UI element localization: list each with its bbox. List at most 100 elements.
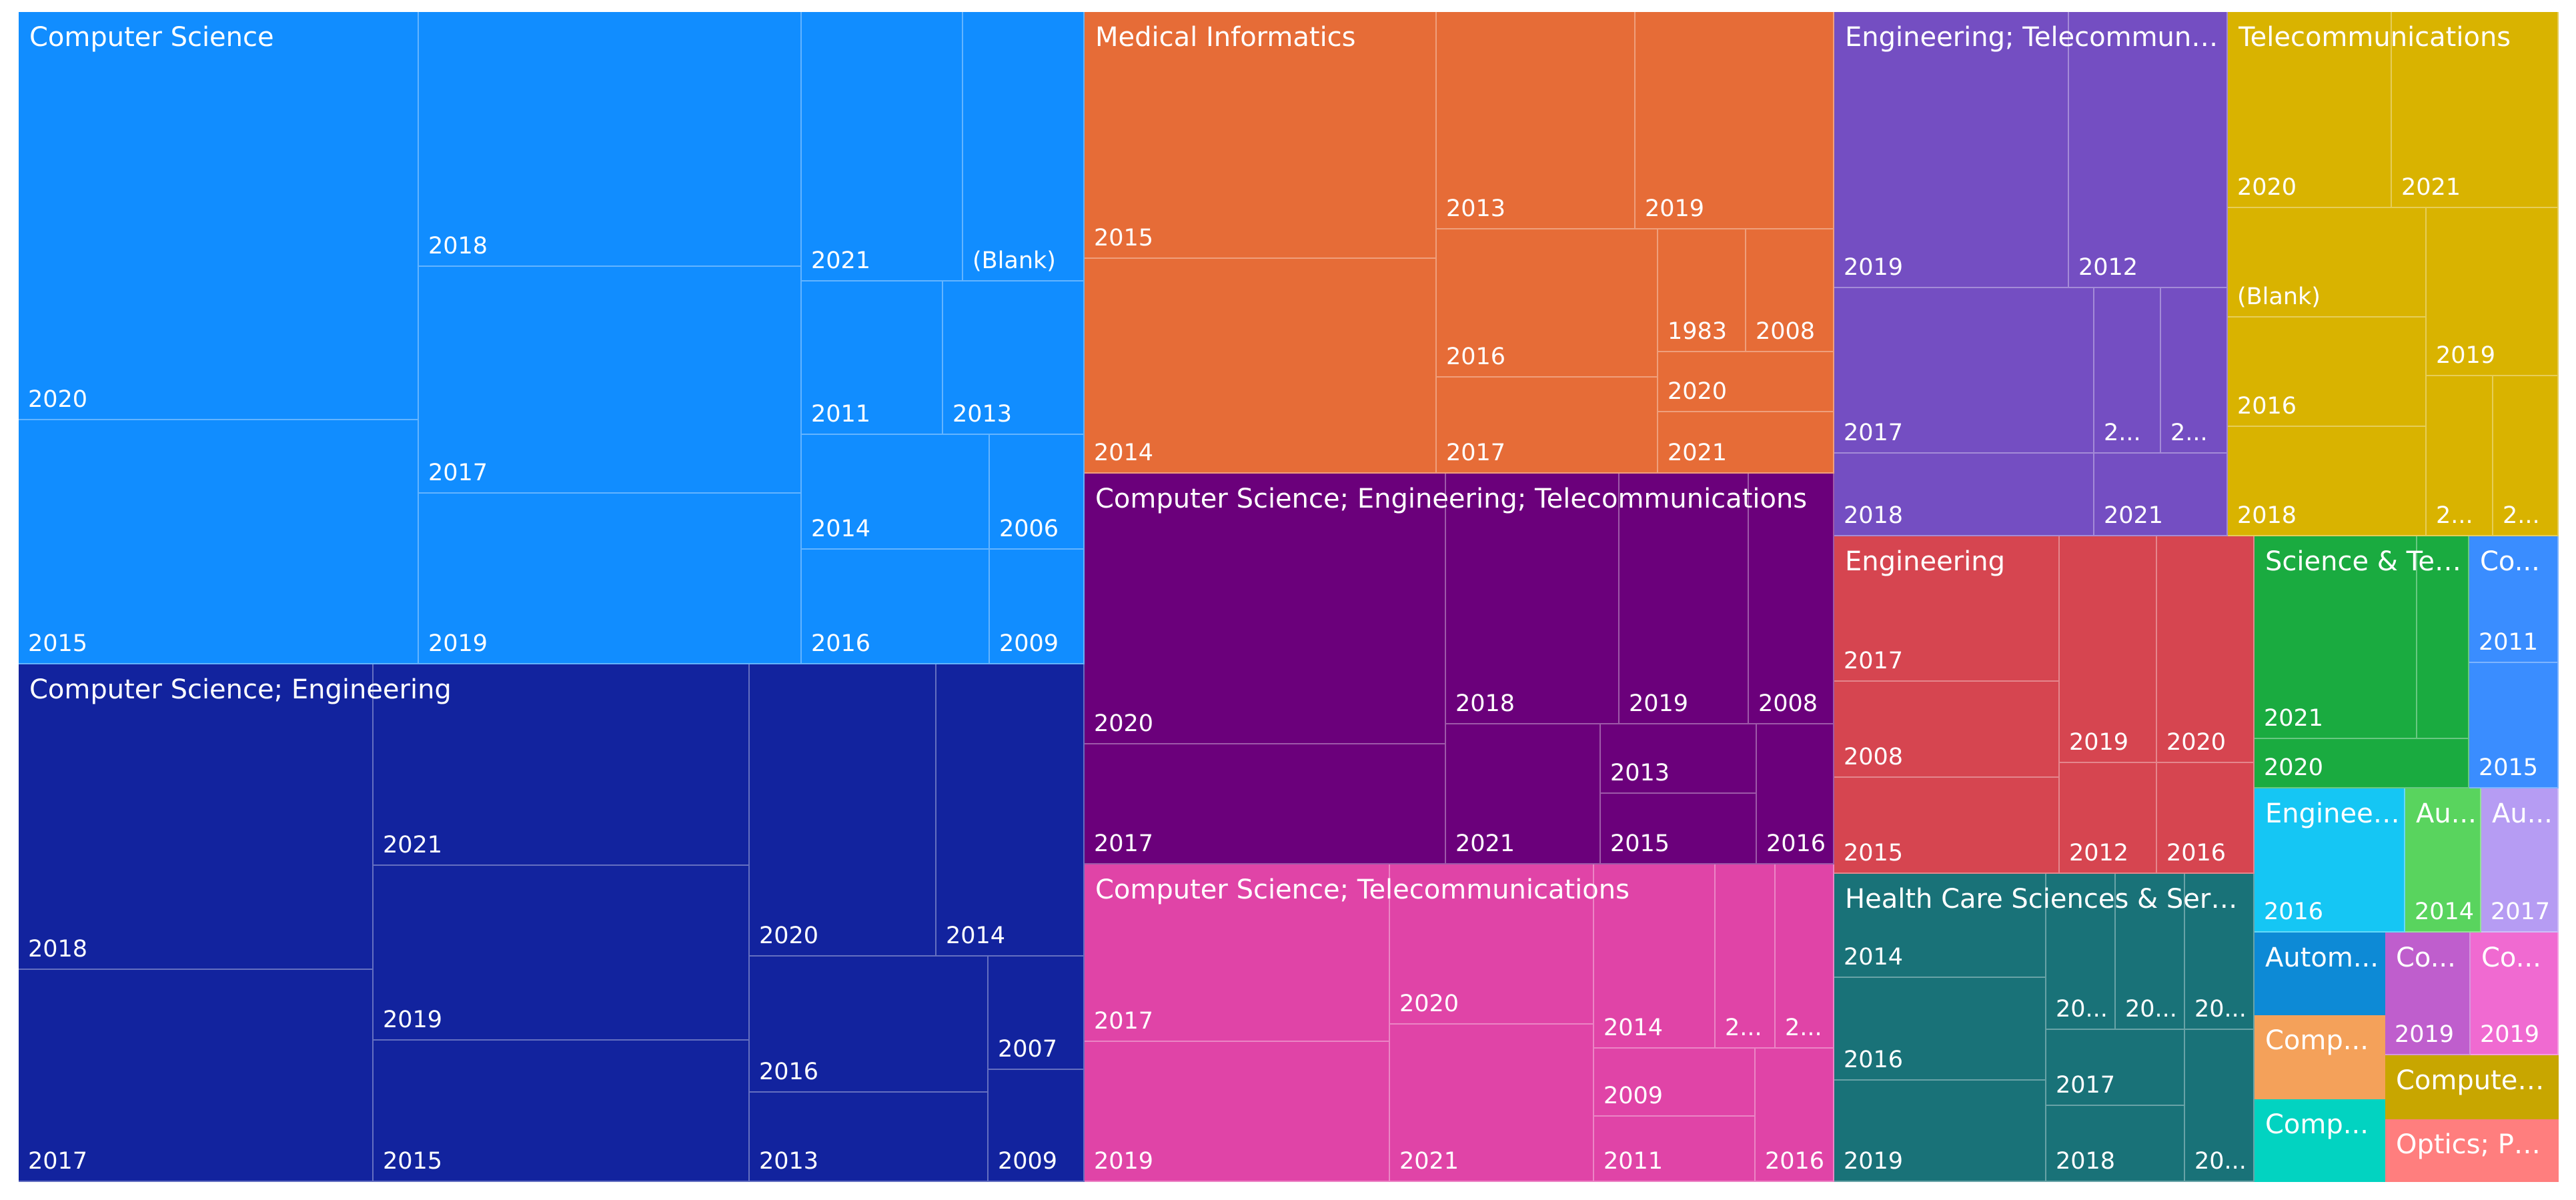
treemap-cell[interactable]: 2018 <box>1834 454 2094 536</box>
treemap-cell[interactable]: 2020 <box>750 664 936 957</box>
treemap-cell[interactable]: 2014 <box>802 435 990 550</box>
treemap-cell[interactable]: 2013 <box>750 1093 989 1182</box>
treemap-cell[interactable]: 2016 <box>1437 229 1658 378</box>
treemap-cell[interactable]: 2015 <box>374 1041 750 1182</box>
treemap-group[interactable]: 2014 2016 2019 20... 20... 20... 2017 2018 20...… <box>1834 874 2255 1182</box>
treemap-cell[interactable]: 2... <box>2094 288 2161 454</box>
treemap-cell[interactable]: 2... <box>1776 864 1834 1049</box>
treemap-group[interactable]: 2017 Au... <box>2481 788 2559 933</box>
treemap-cell[interactable]: 2011 <box>2469 536 2559 663</box>
treemap-cell[interactable]: 2020 <box>1658 352 1834 412</box>
treemap-cell[interactable]: 2021 <box>374 664 750 866</box>
treemap-cell[interactable]: (Blank) <box>2228 208 2427 318</box>
treemap-cell[interactable]: 2020 <box>2255 739 2469 788</box>
treemap-cell[interactable]: 2017 <box>2046 1030 2185 1106</box>
treemap-cell[interactable]: (Blank) <box>963 12 1085 281</box>
treemap-cell[interactable]: 2014 <box>1594 864 1716 1049</box>
treemap-group[interactable]: 2020 2021 (Blank) 2016 2018 2019 2... 2... Telec… <box>2228 12 2559 536</box>
treemap-cell[interactable]: 2019 <box>2427 208 2559 376</box>
treemap-cell[interactable]: 2013 <box>943 281 1085 435</box>
treemap-cell[interactable]: 2014 <box>1085 259 1437 474</box>
treemap-cell[interactable]: 2021 <box>2392 12 2559 208</box>
treemap-cell[interactable]: 20... <box>2116 874 2185 1030</box>
treemap-cell[interactable]: 1983 <box>1658 229 1746 352</box>
treemap-cell[interactable]: 2... <box>2161 288 2228 454</box>
treemap-cell[interactable]: 2019 <box>1834 12 2069 288</box>
treemap-cell[interactable]: 2015 <box>1601 794 1757 864</box>
treemap-cell[interactable]: 2014 <box>936 664 1085 957</box>
treemap-cell[interactable]: 2011 <box>1594 1117 1756 1182</box>
treemap-cell[interactable]: 2016 <box>1756 1049 1834 1182</box>
treemap-group[interactable]: Computer ... <box>2385 1055 2559 1119</box>
treemap-group[interactable]: 2020 2017 2018 2019 2008 2021 2013 2015 2016 Comp… <box>1085 474 1834 864</box>
treemap-cell[interactable]: 2017 <box>1085 744 1446 864</box>
treemap-cell[interactable]: 2020 <box>1085 474 1446 744</box>
treemap-cell[interactable]: 2015 <box>1085 12 1437 259</box>
treemap-group[interactable]: 2018 2017 2021 2019 2015 2020 2014 2016 2013 2007… <box>19 664 1085 1182</box>
treemap-cell[interactable]: 2019 <box>1085 1042 1390 1182</box>
treemap-cell[interactable]: 20... <box>2185 1030 2255 1182</box>
treemap-cell[interactable]: 2020 <box>2228 12 2392 208</box>
treemap-cell[interactable]: 2020 <box>1390 864 1594 1025</box>
treemap-cell[interactable]: 2017 <box>1437 378 1658 474</box>
treemap-cell[interactable]: 2019 <box>1636 12 1834 229</box>
treemap-cell[interactable]: 2019 <box>419 494 802 664</box>
treemap-cell[interactable]: 2007 <box>989 957 1085 1070</box>
treemap-cell[interactable]: 2020 <box>19 12 419 420</box>
treemap-cell[interactable]: 2019 <box>2060 536 2157 763</box>
treemap-cell[interactable]: 2016 <box>2157 763 2255 874</box>
treemap-cell[interactable]: 2019 <box>374 866 750 1041</box>
treemap-cell[interactable]: 2021 <box>802 12 963 281</box>
treemap-cell[interactable]: 2018 <box>1446 474 1620 724</box>
treemap-cell[interactable]: 2017 <box>19 970 374 1182</box>
treemap-group[interactable]: 2015 2014 2013 2019 2016 2017 1983 2008 2020 2021… <box>1085 12 1834 474</box>
treemap-cell[interactable]: 2006 <box>990 435 1085 550</box>
treemap-group[interactable]: 2021 2020 Science & Tec... <box>2255 536 2469 788</box>
treemap-cell[interactable]: 2017 <box>419 267 802 494</box>
treemap-group[interactable]: 2011 2015 Co... <box>2469 536 2559 788</box>
treemap-group[interactable]: 2019 Co... <box>2471 933 2559 1055</box>
treemap-group[interactable]: 2017 2019 2020 2021 2014 2... 2... 2009 2011 2016… <box>1085 864 1834 1182</box>
treemap-cell[interactable]: 2019 <box>2385 933 2471 1055</box>
treemap-cell[interactable]: 2009 <box>989 1070 1085 1182</box>
treemap-cell[interactable]: 2013 <box>1437 12 1636 229</box>
treemap-group[interactable]: Comp... <box>2255 1015 2385 1099</box>
treemap-cell[interactable]: 2021 <box>1390 1025 1594 1182</box>
treemap-cell[interactable]: 2016 <box>2228 318 2427 427</box>
treemap-cell[interactable]: 2015 <box>19 420 419 664</box>
treemap-cell[interactable]: 2... <box>2427 376 2493 536</box>
treemap-cell[interactable]: 2021 <box>2094 454 2228 536</box>
treemap-cell[interactable]: 2019 <box>2471 933 2559 1055</box>
treemap-cell[interactable]: 2008 <box>1834 682 2060 778</box>
treemap-cell[interactable]: 2014 <box>1834 874 2046 978</box>
treemap-cell[interactable]: 2... <box>1716 864 1776 1049</box>
treemap-cell[interactable]: 2019 <box>1620 474 1749 724</box>
treemap-cell[interactable]: 2008 <box>1749 474 1834 724</box>
treemap-cell[interactable]: 2021 <box>1446 724 1601 864</box>
treemap-cell[interactable]: 2020 <box>2157 536 2255 763</box>
treemap-cell[interactable]: 2012 <box>2060 763 2157 874</box>
treemap-cell[interactable]: 2017 <box>1834 288 2094 454</box>
treemap-cell[interactable]: 2019 <box>1834 1081 2046 1182</box>
treemap-cell[interactable]: 20... <box>2185 874 2255 1030</box>
treemap-cell[interactable]: 2018 <box>19 664 374 970</box>
treemap-cell[interactable]: 2011 <box>802 281 943 435</box>
treemap-cell[interactable]: 2017 <box>1085 864 1390 1042</box>
treemap-cell[interactable]: 2016 <box>1757 724 1834 864</box>
treemap-group[interactable]: Comp... <box>2255 1099 2385 1182</box>
treemap-group[interactable]: 2016 Engineer... <box>2255 788 2405 933</box>
treemap-cell[interactable]: 2016 <box>1834 978 2046 1081</box>
treemap-group[interactable]: 2020 2015 2018 2017 2019 2021 (Blank) 2011 2013 2… <box>19 12 1085 664</box>
treemap-cell[interactable]: 2016 <box>2255 788 2405 933</box>
treemap-cell[interactable]: 2015 <box>2469 663 2559 788</box>
treemap-cell[interactable]: 2008 <box>1746 229 1834 352</box>
treemap-cell[interactable]: 2016 <box>750 957 989 1093</box>
treemap-cell[interactable]: 2... <box>2493 376 2559 536</box>
treemap-cell[interactable]: 2016 <box>802 550 990 664</box>
treemap-cell[interactable]: 2014 <box>2405 788 2481 933</box>
treemap-cell[interactable]: 20... <box>2046 874 2116 1030</box>
treemap-cell[interactable]: 2018 <box>419 12 802 267</box>
treemap-cell[interactable]: 2018 <box>2228 427 2427 536</box>
treemap-cell[interactable] <box>2417 536 2469 739</box>
treemap-cell[interactable]: 2021 <box>1658 412 1834 474</box>
